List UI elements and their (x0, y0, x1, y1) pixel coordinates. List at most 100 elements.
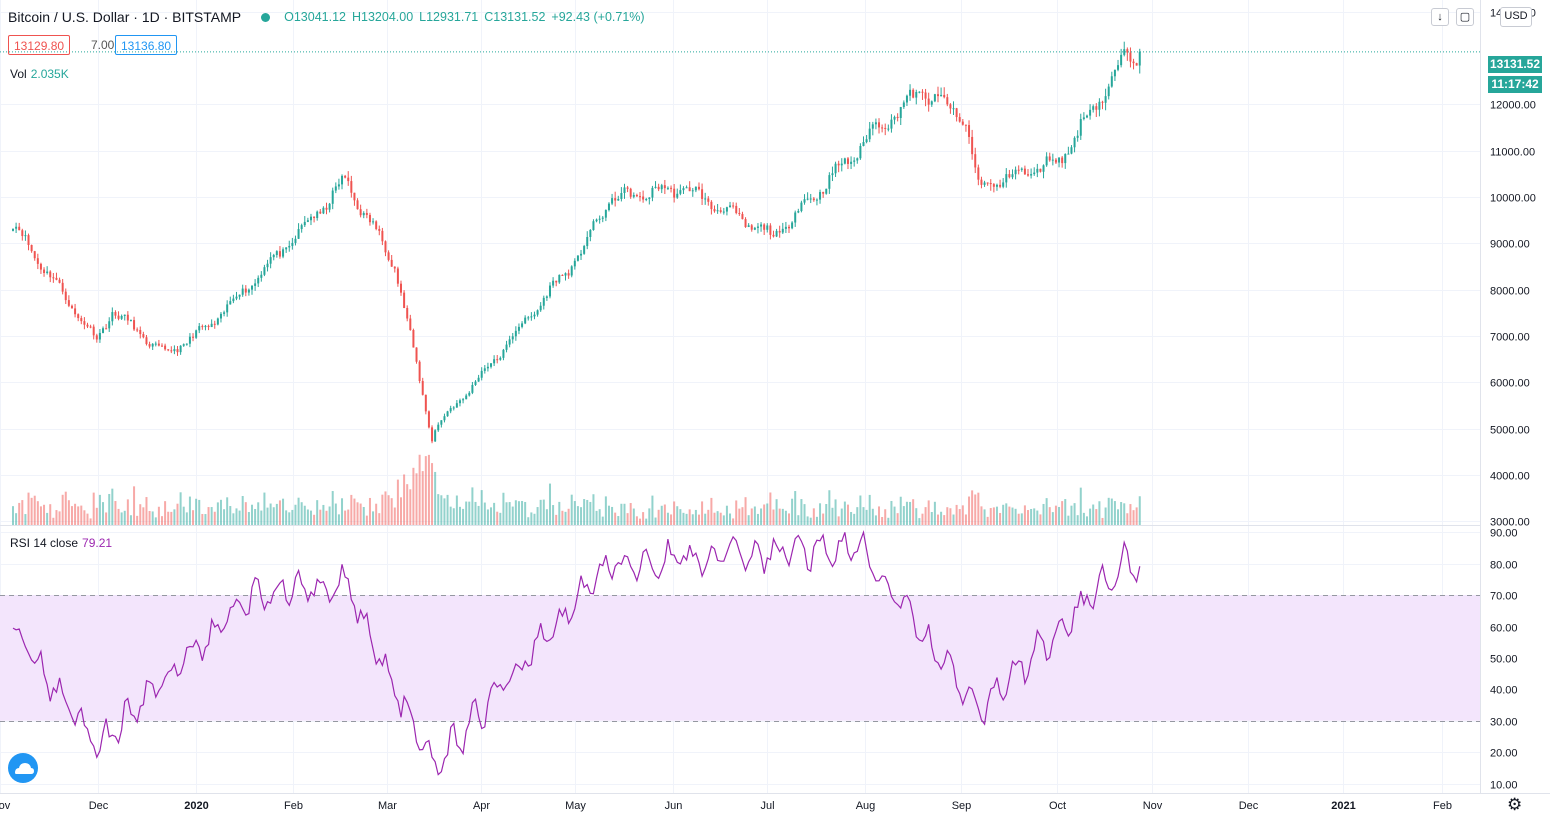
candle-body (114, 312, 117, 316)
volume-bar (58, 511, 61, 526)
candle-body (285, 247, 288, 250)
candle-body (701, 189, 704, 199)
candle-body (828, 175, 831, 189)
candle-body (871, 124, 874, 129)
volume-bar (297, 497, 300, 526)
candle-body (313, 216, 316, 219)
candle-body (604, 210, 607, 218)
candle-body (409, 318, 412, 330)
candle-body (18, 226, 21, 231)
volume-bar (558, 501, 561, 526)
buy-button[interactable]: 13136.80 (115, 35, 178, 55)
candle-body (133, 320, 136, 330)
candle-body (309, 216, 312, 221)
rsi-line (12, 529, 1141, 776)
volume-bar (195, 498, 198, 526)
volume-bar (353, 498, 356, 526)
candle-body (412, 329, 415, 348)
currency-button[interactable]: USD (1500, 7, 1532, 27)
download-icon[interactable]: ↓ (1431, 8, 1449, 26)
fullscreen-icon[interactable]: ▢ (1456, 8, 1474, 26)
candle-body (372, 221, 375, 223)
candle-body (278, 251, 281, 257)
candle-body (964, 124, 967, 126)
candle-body (688, 187, 691, 192)
volume-bar (788, 513, 790, 526)
rsi-legend[interactable]: RSI 14 close 79.21 (10, 536, 112, 550)
symbol-title[interactable]: Bitcoin / U.S. Dollar · 1D · BITSTAMP (8, 9, 242, 25)
candle-body (257, 277, 260, 284)
candle-body (21, 230, 24, 237)
candle-body (924, 92, 927, 99)
volume-bar (539, 499, 542, 526)
volume-bar (64, 491, 67, 526)
volume-bar (831, 507, 834, 526)
volume-bar (167, 511, 170, 526)
volume-bar (1113, 501, 1116, 526)
candle-body (607, 203, 610, 211)
candle-body (341, 175, 344, 185)
candle-body (160, 345, 163, 347)
volume-bar (1045, 498, 1048, 526)
candle-body (806, 198, 809, 200)
candle-body (635, 195, 638, 197)
volume-bar (468, 501, 471, 526)
candle-body (1129, 52, 1132, 62)
candle-body (884, 127, 887, 129)
volume-bar (968, 496, 971, 526)
volume-bar (639, 518, 642, 526)
candle-body (694, 186, 697, 191)
volume-bar (850, 512, 853, 526)
volume-bar (1107, 497, 1110, 526)
volume-bar (868, 494, 871, 526)
candle-body (508, 339, 511, 345)
volume-bar (145, 497, 148, 526)
volume-bar (260, 510, 263, 526)
volume-bar (207, 507, 210, 526)
candle-body (52, 277, 55, 279)
candle-body (797, 211, 800, 213)
volume-bar (179, 492, 182, 526)
candle-body (64, 291, 67, 301)
candle-body (710, 201, 713, 210)
candle-body (263, 267, 266, 275)
volume-bar (446, 494, 449, 526)
volume-legend[interactable]: Vol 2.035K (10, 67, 69, 81)
volume-bar (462, 508, 465, 526)
candle-body (55, 277, 58, 280)
volume-bar (455, 495, 458, 526)
volume-bar (1054, 505, 1057, 526)
tradingview-logo-icon[interactable] (8, 753, 38, 783)
candle-body (30, 245, 33, 252)
volume-bar (846, 504, 849, 526)
candle-body (536, 310, 539, 315)
candle-body (98, 332, 101, 340)
volume-bar (1117, 509, 1120, 526)
volume-bar (1104, 507, 1107, 526)
candle-body (198, 326, 201, 331)
candle-body (995, 184, 998, 187)
sell-button[interactable]: 13129.80 (8, 35, 71, 55)
volume-bar (958, 509, 961, 526)
volume-bar (732, 518, 735, 526)
settings-gear-icon[interactable]: ⚙ (1507, 795, 1523, 814)
volume-bar (136, 515, 139, 526)
candle-body (952, 108, 955, 110)
volume-bar (725, 505, 728, 526)
volume-bar (1061, 501, 1064, 526)
price-tick-label: 6000.00 (1490, 378, 1530, 390)
volume-bar (651, 495, 654, 526)
candle-body (511, 336, 514, 340)
candle-body (365, 213, 368, 215)
candle-body (673, 188, 676, 198)
candle-body (288, 245, 291, 248)
candle-body (1113, 69, 1116, 77)
rsi-tick-label: 70.00 (1490, 591, 1518, 603)
candle-body (899, 107, 902, 118)
volume-bar (117, 508, 120, 526)
volume-bar (188, 496, 191, 526)
candle-body (139, 329, 142, 335)
candle-body (1132, 61, 1135, 64)
candle-body (1039, 168, 1042, 172)
